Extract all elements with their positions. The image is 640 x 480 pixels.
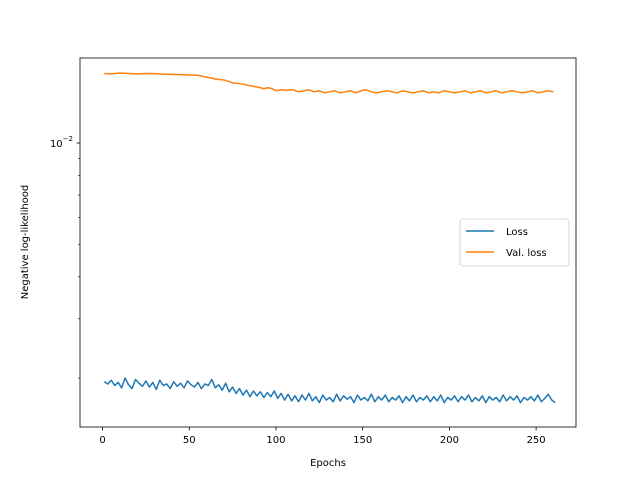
- y-tick-label: 10−2: [50, 135, 73, 150]
- legend: Loss Val. loss: [459, 218, 570, 267]
- x-tick-label: 200: [440, 435, 459, 446]
- plot-frame: [79, 57, 577, 428]
- series-layer: [103, 72, 556, 404]
- x-tick-label: 100: [266, 435, 285, 446]
- x-tick-label: 50: [183, 435, 196, 446]
- y-axis: 10−2: [50, 135, 80, 379]
- x-tick-label: 250: [527, 435, 546, 446]
- legend-label-val-loss: Val. loss: [506, 248, 547, 259]
- x-tick-label: 150: [353, 435, 372, 446]
- x-tick-label: 0: [99, 435, 105, 446]
- legend-label-loss: Loss: [506, 227, 528, 238]
- y-axis-label: Negative log-likelihood: [20, 185, 31, 300]
- series-line-val-loss: [104, 72, 554, 94]
- series-line-loss: [103, 377, 556, 404]
- x-axis: 0 50 100 150 200 250: [99, 427, 546, 446]
- x-axis-label: Epochs: [310, 458, 346, 469]
